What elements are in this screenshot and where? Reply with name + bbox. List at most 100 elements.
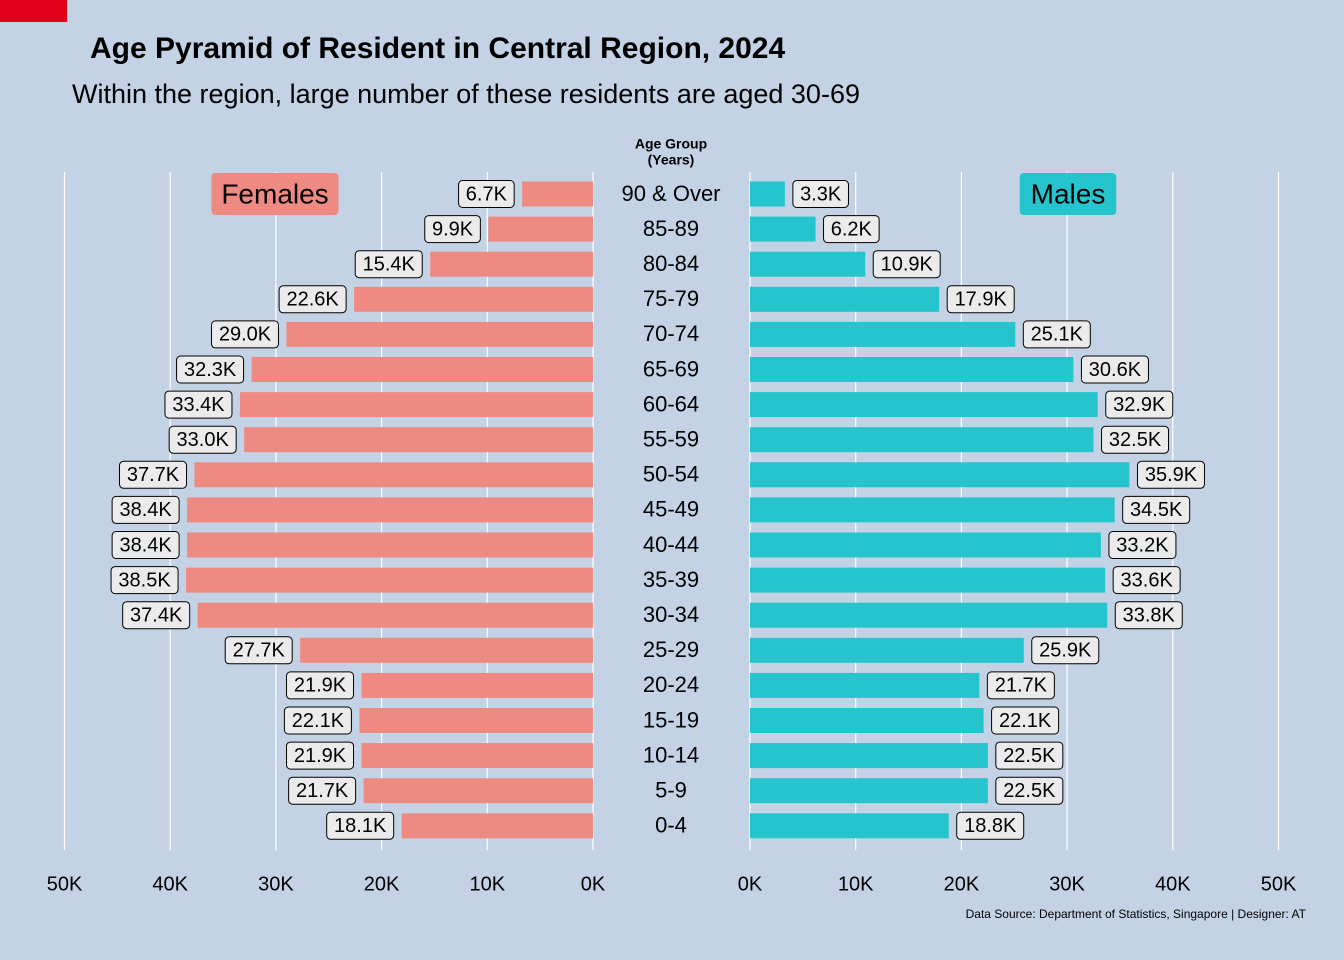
value-labels: 6.7K 3.3K 9.9K 6.2K 15.4K 10.9K 22.6K 17.9K 29.0… [110, 180, 1205, 840]
data-source-caption: Data Source: Department of Statistics, S… [965, 907, 1306, 921]
male-value-label-text: 25.1K [1031, 324, 1084, 346]
female-value-label: 21.9K [286, 741, 355, 770]
female-bar [361, 743, 593, 769]
male-value-label: 18.8K [956, 811, 1025, 840]
male-value-label-box [792, 180, 849, 208]
male-value-label-text: 22.1K [999, 710, 1052, 732]
female-bar [186, 567, 593, 593]
male-bar [750, 743, 988, 769]
female-value-label-box [224, 636, 293, 665]
male-bar [750, 427, 1094, 453]
female-bar [251, 357, 594, 382]
female-value-label-text: 22.1K [292, 710, 345, 732]
male-value-label-text: 21.7K [995, 675, 1048, 697]
male-value-label-text: 34.5K [1130, 499, 1183, 521]
female-value-label: 29.0K [210, 320, 279, 349]
male-bar [750, 672, 980, 698]
female-value-label-text: 29.0K [219, 324, 272, 346]
category-label: 80-84 [643, 251, 699, 276]
female-value-label-text: 33.0K [177, 429, 230, 451]
female-value-label-text: 32.3K [184, 359, 237, 381]
female-value-label-text: 38.5K [118, 569, 171, 591]
age-group-header: Age Group [635, 136, 707, 152]
right-tick-label: 40K [1155, 873, 1191, 895]
female-value-label: 33.0K [168, 425, 237, 454]
legend-females-text: Females [221, 178, 328, 209]
female-value-label-text: 21.7K [296, 780, 349, 802]
male-value-label: 22.5K [995, 776, 1064, 805]
category-labels: Age Group(Years) 90 & Over 85-89 80-84 75-79… [621, 136, 720, 838]
female-bar [430, 251, 593, 277]
male-value-label-box [995, 741, 1064, 770]
category-label: 5-9 [655, 778, 687, 803]
female-value-label: 21.9K [286, 671, 355, 700]
male-bar [750, 813, 949, 839]
female-value-label-box [111, 531, 180, 559]
male-value-label-box [995, 776, 1064, 805]
female-value-label-box [168, 425, 237, 454]
female-bar [488, 216, 593, 242]
legend-males-box [1019, 173, 1117, 215]
male-value-label-box [946, 285, 1015, 314]
female-value-label: 32.3K [176, 355, 245, 384]
male-value-label: 22.5K [995, 741, 1064, 770]
category-label: 75-79 [643, 286, 699, 311]
female-value-label-box [283, 706, 352, 735]
corner-mark [0, 0, 67, 22]
right-tick-label: 50K [1261, 873, 1297, 895]
left-tick-label: 40K [152, 873, 188, 895]
female-value-label-box [354, 250, 423, 279]
female-value-label: 33.4K [164, 390, 233, 419]
male-value-label: 25.1K [1022, 320, 1091, 349]
male-bar [750, 286, 940, 312]
female-value-label-box [110, 566, 179, 595]
right-tick-label: 10K [838, 873, 874, 895]
right-tick-label: 0K [738, 873, 763, 895]
male-value-label: 10.9K [872, 250, 941, 279]
male-value-label-box [1114, 601, 1183, 630]
category-label: 45-49 [643, 497, 699, 522]
category-label: 35-39 [643, 567, 699, 592]
legend-females: Females [211, 173, 339, 215]
male-value-label-text: 18.8K [964, 815, 1017, 837]
category-label: 65-69 [643, 356, 699, 381]
right-tick-label: 20K [944, 873, 980, 895]
female-value-label: 9.9K [424, 215, 481, 244]
male-bar [750, 251, 866, 277]
male-value-label-text: 33.6K [1121, 569, 1174, 591]
male-value-label: 30.6K [1080, 355, 1149, 384]
female-value-label-text: 18.1K [334, 815, 387, 837]
male-value-label-box [1031, 636, 1100, 665]
male-bar [750, 497, 1115, 523]
female-value-label-text: 6.7K [466, 183, 508, 205]
male-value-label-text: 32.9K [1113, 394, 1166, 416]
category-label: 55-59 [643, 427, 699, 452]
female-value-label-text: 15.4K [363, 253, 416, 275]
female-value-label-text: 38.4K [119, 499, 172, 521]
category-label: 40-44 [643, 532, 699, 557]
female-value-label-text: 21.9K [294, 745, 347, 767]
legend-males: Males [1019, 173, 1117, 215]
female-bar [401, 813, 593, 839]
male-bar [750, 778, 988, 804]
male-value-label: 25.9K [1031, 636, 1100, 665]
category-label: 15-19 [643, 707, 699, 732]
male-bar [750, 637, 1024, 663]
female-bar [300, 637, 593, 663]
legend-females-box [211, 173, 339, 215]
male-value-label: 17.9K [946, 285, 1015, 314]
male-value-label: 33.6K [1112, 566, 1181, 595]
male-value-label: 6.2K [823, 215, 880, 244]
category-label: 60-64 [643, 391, 699, 416]
female-value-label-box [424, 215, 481, 244]
male-value-label-text: 25.9K [1039, 640, 1092, 662]
female-value-label: 38.4K [111, 531, 180, 559]
category-label: 0-4 [655, 813, 687, 838]
left-tick-label: 50K [47, 873, 83, 895]
female-value-label-box [119, 460, 188, 489]
female-value-label-text: 21.9K [294, 675, 347, 697]
category-label: 70-74 [643, 321, 699, 346]
male-value-label: 32.5K [1101, 425, 1170, 454]
female-value-label-text: 33.4K [172, 394, 225, 416]
